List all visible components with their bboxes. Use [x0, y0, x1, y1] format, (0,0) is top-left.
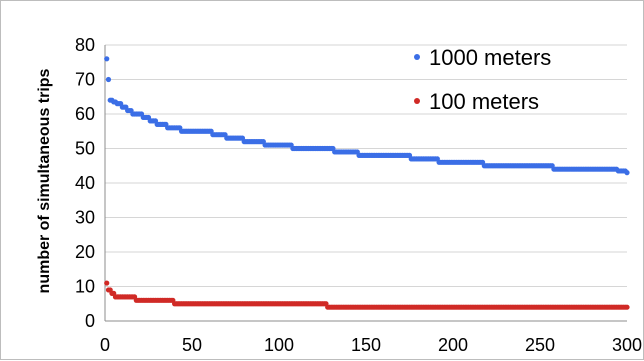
- legend-label: 100 meters: [429, 89, 539, 114]
- x-tick-label: 200: [438, 335, 468, 355]
- y-tick-label: 70: [75, 70, 95, 90]
- axes: [104, 45, 627, 322]
- x-tick-label: 300: [612, 335, 642, 355]
- y-tick-label: 20: [75, 242, 95, 262]
- y-tick-label: 40: [75, 173, 95, 193]
- y-tick-label: 50: [75, 139, 95, 159]
- data-point-100m: [624, 304, 630, 310]
- y-tick-label: 10: [75, 277, 95, 297]
- legend-label: 1000 meters: [429, 45, 551, 70]
- gridlines: [105, 44, 627, 287]
- legend-marker: [414, 98, 420, 104]
- x-tick-label: 0: [100, 335, 110, 355]
- legend: 1000 meters 100 meters: [414, 45, 551, 114]
- data-point-1000m: [624, 170, 630, 176]
- y-tick-label: 60: [75, 104, 95, 124]
- data-points: [104, 56, 630, 310]
- x-tick-label: 250: [525, 335, 555, 355]
- x-tick-label: 100: [264, 335, 294, 355]
- y-tick-label: 80: [75, 35, 95, 55]
- y-tick-label: 30: [75, 208, 95, 228]
- x-tick-label: 150: [351, 335, 381, 355]
- y-axis-title: number of simultaneous trips: [36, 68, 53, 293]
- data-point-1000m: [104, 56, 110, 62]
- data-point-100m: [104, 280, 110, 286]
- x-tick-label: 50: [182, 335, 202, 355]
- data-point-1000m: [105, 76, 112, 83]
- legend-marker: [414, 54, 420, 60]
- tick-labels: 0 10 20 30 40 50 60 70 80 0 50 100 150 200 250 300: [75, 35, 642, 355]
- y-tick-label: 0: [85, 311, 95, 331]
